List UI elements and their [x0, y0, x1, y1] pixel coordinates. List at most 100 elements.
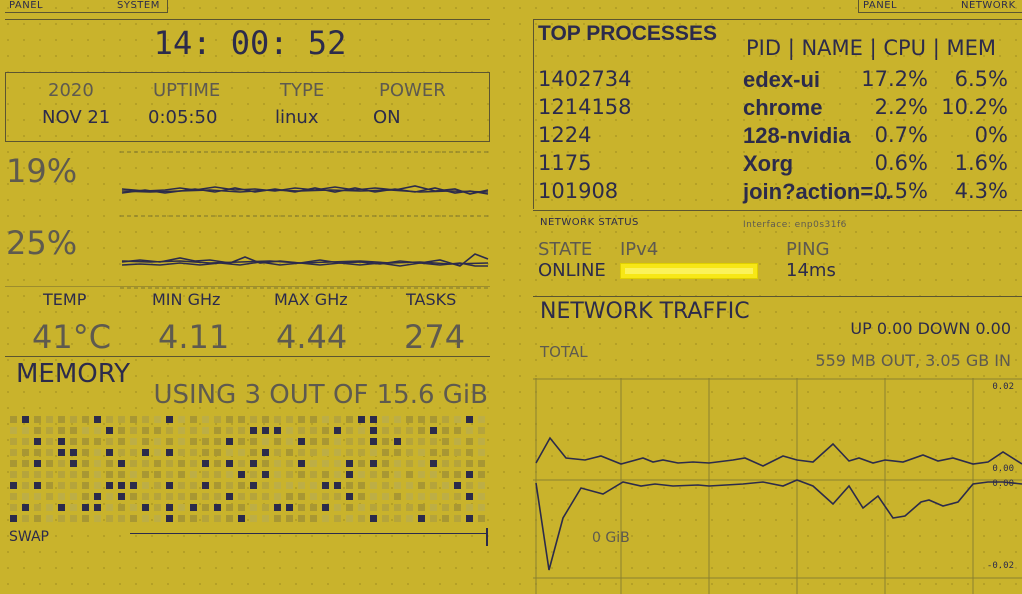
memory-cell	[370, 427, 377, 434]
memory-cell	[178, 482, 185, 489]
memory-cell	[70, 482, 77, 489]
memory-cell	[454, 504, 461, 511]
process-cpu: 2.2%	[874, 95, 928, 119]
memory-cell	[10, 449, 17, 456]
memory-cell	[226, 427, 233, 434]
memory-cell	[466, 493, 473, 500]
process-name: edex-ui	[743, 67, 821, 92]
process-row[interactable]: 1214158 chrome 2.2% 10.2%	[538, 95, 1018, 123]
memory-cell	[370, 504, 377, 511]
memory-cell	[106, 504, 113, 511]
memory-cell	[22, 416, 29, 423]
tasks-label: TASKS	[406, 290, 457, 309]
divider	[489, 72, 490, 142]
memory-cell	[478, 449, 485, 456]
total-label: TOTAL	[540, 343, 588, 361]
process-row[interactable]: 1224 128-nvidia 0.7% 0%	[538, 123, 1018, 151]
memory-cell	[22, 427, 29, 434]
memory-cell	[322, 427, 329, 434]
memory-cell	[454, 471, 461, 478]
memory-cell	[82, 504, 89, 511]
memory-cell	[286, 427, 293, 434]
memory-cell	[478, 460, 485, 467]
memory-cell	[274, 460, 281, 467]
tasks-value: 274	[404, 318, 466, 356]
memory-cell	[82, 449, 89, 456]
memory-cell	[214, 493, 221, 500]
process-header: PID | NAME | CPU | MEM	[746, 36, 996, 60]
memory-cell	[382, 460, 389, 467]
divider	[5, 356, 490, 357]
memory-cell	[322, 449, 329, 456]
memory-cell	[250, 504, 257, 511]
memory-cell	[226, 504, 233, 511]
memory-cell	[190, 416, 197, 423]
memory-cell	[238, 515, 245, 522]
memory-cell	[418, 427, 425, 434]
memory-cell	[166, 438, 173, 445]
memory-cell	[238, 471, 245, 478]
memory-cell	[226, 438, 233, 445]
memory-cell	[430, 515, 437, 522]
memory-cell	[346, 416, 353, 423]
temp-label: TEMP	[43, 290, 87, 309]
memory-cell	[310, 449, 317, 456]
memory-cell	[190, 471, 197, 478]
memory-cell	[142, 438, 149, 445]
memory-cell	[250, 482, 257, 489]
process-row[interactable]: 1175 Xorg 0.6% 1.6%	[538, 151, 1018, 179]
memory-cell	[358, 504, 365, 511]
memory-cell	[370, 416, 377, 423]
process-row[interactable]: 1402734 edex-ui 17.2% 6.5%	[538, 67, 1018, 95]
memory-cell	[466, 460, 473, 467]
memory-cell	[478, 438, 485, 445]
memory-cell	[466, 504, 473, 511]
memory-cell	[274, 515, 281, 522]
memory-cell	[430, 416, 437, 423]
memory-cell	[334, 493, 341, 500]
memory-cell	[262, 471, 269, 478]
memory-grid	[10, 416, 490, 526]
memory-cell	[142, 504, 149, 511]
state-label: STATE	[538, 239, 593, 260]
memory-cell	[46, 515, 53, 522]
memory-cell	[286, 493, 293, 500]
memory-cell	[238, 460, 245, 467]
memory-cell	[190, 438, 197, 445]
memory-cell	[106, 438, 113, 445]
memory-cell	[154, 515, 161, 522]
year-value: 2020	[48, 80, 94, 101]
memory-cell	[22, 515, 29, 522]
ipv4-value-redacted	[620, 263, 758, 279]
memory-cell	[46, 493, 53, 500]
memory-cell	[154, 427, 161, 434]
memory-cell	[130, 471, 137, 478]
memory-cell	[22, 504, 29, 511]
network-traffic-title: NETWORK TRAFFIC	[540, 299, 750, 324]
memory-cell	[154, 416, 161, 423]
divider	[858, 12, 1022, 13]
divider	[5, 141, 490, 142]
memory-cell	[442, 460, 449, 467]
memory-cell	[454, 438, 461, 445]
memory-cell	[262, 427, 269, 434]
memory-cell	[106, 482, 113, 489]
process-name: Xorg	[743, 151, 794, 176]
memory-cell	[442, 438, 449, 445]
memory-cell	[442, 504, 449, 511]
memory-cell	[298, 427, 305, 434]
memory-cell	[94, 460, 101, 467]
memory-cell	[478, 427, 485, 434]
process-row[interactable]: 101908 join?action=... 0.5% 4.3%	[538, 179, 1018, 207]
memory-cell	[190, 504, 197, 511]
memory-cell	[262, 438, 269, 445]
memory-cell	[226, 515, 233, 522]
cpu2-percent: 25%	[6, 224, 78, 262]
divider	[5, 19, 490, 20]
memory-cell	[406, 416, 413, 423]
memory-cell	[154, 504, 161, 511]
memory-cell	[298, 449, 305, 456]
memory-cell	[430, 449, 437, 456]
memory-cell	[202, 493, 209, 500]
memory-cell	[106, 449, 113, 456]
